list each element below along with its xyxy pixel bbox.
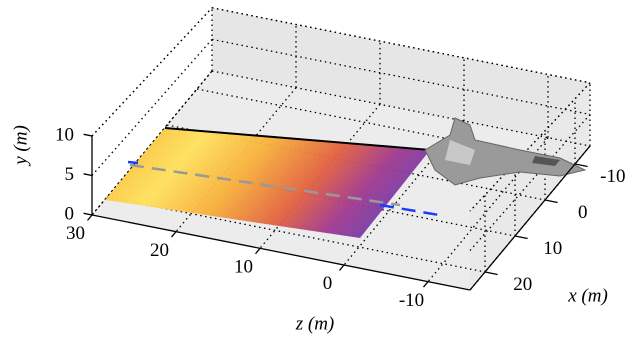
z-tick-label: 20 xyxy=(150,240,169,261)
back-wall xyxy=(212,7,590,147)
aircraft-body xyxy=(424,117,587,186)
grid-line xyxy=(211,70,591,147)
z-axis-label: z (m) xyxy=(295,313,335,334)
grid-line xyxy=(136,160,516,237)
tick-mark xyxy=(339,264,345,271)
z-tick-label: -10 xyxy=(399,290,424,311)
tick-mark xyxy=(171,231,177,238)
tick-mark xyxy=(574,163,588,168)
grid-line xyxy=(106,196,486,273)
tick-mark xyxy=(83,133,93,137)
heatmap xyxy=(105,128,430,238)
tick-mark xyxy=(255,247,261,255)
y-axis-label: y (m) xyxy=(10,125,31,167)
mid-line xyxy=(129,163,401,207)
grid-line xyxy=(469,82,591,212)
ticks: 30 20 10 0 -10 -10 0 10 20 0 5 10 z (m) x (m) y (m) xyxy=(10,124,625,334)
grid-line xyxy=(91,7,213,137)
blue-line xyxy=(379,203,446,218)
tick-mark xyxy=(423,281,429,288)
y-tick-label: 0 xyxy=(65,203,75,224)
axis-line xyxy=(469,145,591,291)
axis-line xyxy=(91,214,471,291)
x-tick-label: 0 xyxy=(578,202,588,223)
tick-mark xyxy=(83,212,93,216)
grid-line xyxy=(91,38,213,176)
z-tick-label: 0 xyxy=(323,273,333,294)
grid-line xyxy=(211,7,591,84)
tick-mark xyxy=(484,271,498,276)
x-tick-label: 10 xyxy=(543,238,562,259)
grid-line xyxy=(211,38,591,116)
edge-line xyxy=(164,127,431,151)
aircraft-canopy xyxy=(532,156,560,166)
x-tick-label: 20 xyxy=(513,274,532,295)
x-tick-label: -10 xyxy=(600,166,625,187)
tick-mark xyxy=(83,173,93,177)
aircraft-wing xyxy=(445,140,475,165)
x-axis-label: x (m) xyxy=(567,285,608,306)
tick-mark xyxy=(514,235,528,240)
grid-line xyxy=(91,70,213,216)
tick-mark xyxy=(87,214,93,221)
y-tick-label: 5 xyxy=(65,164,75,185)
z-tick-label: 30 xyxy=(66,223,85,244)
y-tick-label: 10 xyxy=(55,124,74,145)
grid-line xyxy=(166,124,546,201)
blue-line xyxy=(127,160,139,165)
aircraft xyxy=(424,117,587,186)
side-wall xyxy=(470,82,590,291)
surface xyxy=(105,127,446,238)
grid-line xyxy=(469,113,591,251)
tick-mark xyxy=(544,199,558,204)
z-tick-label: 10 xyxy=(234,256,253,277)
